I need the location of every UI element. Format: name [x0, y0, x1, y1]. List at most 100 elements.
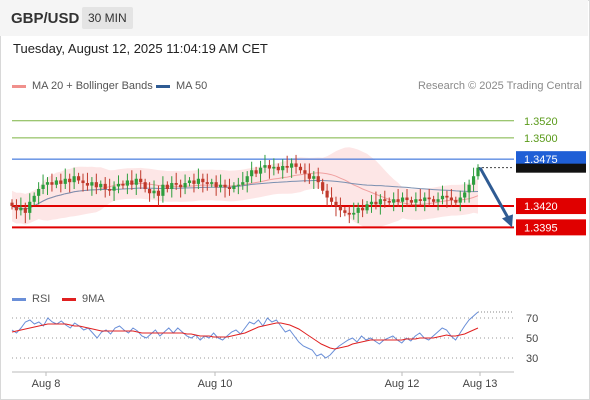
- candle-body: [14, 206, 19, 211]
- candle-body: [156, 190, 161, 196]
- candle-body: [356, 207, 360, 213]
- candle-body: [116, 183, 121, 187]
- candle-body: [294, 163, 298, 167]
- candle-body: [307, 173, 311, 179]
- candle-body: [143, 182, 147, 189]
- candle-body: [343, 210, 347, 213]
- x-tick-label: Aug 8: [32, 378, 61, 390]
- level-tag-1.3395: [516, 219, 586, 236]
- candle-body: [258, 167, 263, 174]
- candle-body: [68, 178, 72, 183]
- rsi-level-label-30: 30: [526, 353, 538, 365]
- header-bar: GBP/USD 30 MIN: [0, 0, 588, 36]
- candle-body: [210, 182, 214, 184]
- legend-ma20-bollinger: MA 20 + Bollinger Bands: [12, 80, 153, 92]
- candle-body: [400, 197, 405, 202]
- rsi-ma-line: [11, 322, 479, 350]
- legend-rsi: RSI: [12, 293, 50, 305]
- credit-text: Research © 2025 Trading Central: [417, 80, 582, 92]
- candle-body: [170, 183, 174, 189]
- candle-body: [81, 180, 85, 184]
- x-tick-label: Aug 13: [463, 378, 498, 390]
- forecast-arrow-shaft: [478, 166, 512, 223]
- candle-body: [272, 166, 276, 169]
- legend-label-9ma: 9MA: [82, 293, 105, 305]
- x-tick-label: Aug 10: [198, 378, 233, 390]
- candle-body: [352, 212, 356, 215]
- candle-body: [45, 182, 50, 185]
- legend-label-ma20: MA 20 + Bollinger Bands: [32, 80, 153, 92]
- candle-body: [108, 189, 112, 191]
- candle-body: [374, 201, 378, 205]
- candle-body: [41, 184, 45, 189]
- candle-body: [267, 165, 272, 169]
- candle-body: [423, 197, 427, 201]
- symbol-title: GBP/USD: [11, 10, 80, 27]
- candle-body: [303, 170, 307, 174]
- candle-body: [440, 195, 445, 200]
- level-label-1.3520: 1.3520: [524, 116, 558, 128]
- rsi-line: [11, 311, 479, 359]
- datetime-label: Tuesday, August 12, 2025 11:04:19 AM CET: [13, 41, 268, 56]
- candle-body: [94, 182, 98, 188]
- level-label-1.3395: 1.3395: [524, 222, 558, 234]
- candle-body: [130, 180, 134, 185]
- candle-body: [121, 183, 125, 186]
- candle-body: [312, 176, 316, 179]
- candle-body: [85, 183, 90, 186]
- candle-body: [365, 204, 369, 211]
- legend-swatch-rsi: [12, 297, 26, 301]
- x-tick-label: Aug 12: [385, 378, 420, 390]
- candle-body: [463, 192, 467, 198]
- candle-body: [232, 185, 236, 189]
- candle-body: [250, 170, 254, 177]
- candle-body: [383, 199, 387, 201]
- candle-body: [72, 176, 76, 183]
- candle-body: [241, 182, 245, 185]
- legend-label-rsi: RSI: [32, 293, 51, 305]
- level-label-1.3420: 1.3420: [524, 201, 558, 213]
- candle-body: [334, 201, 338, 207]
- forecast-arrow-head: [502, 214, 513, 228]
- level-label-1.3500: 1.3500: [524, 133, 558, 145]
- candle-body: [298, 166, 303, 171]
- candle-body: [32, 195, 36, 202]
- candle-body: [196, 178, 200, 184]
- candle-body: [165, 184, 169, 189]
- candle-body: [329, 197, 334, 202]
- candle-body: [147, 189, 152, 194]
- candle-body: [369, 201, 374, 205]
- candle-body: [338, 206, 343, 211]
- candle-body: [103, 183, 107, 189]
- candle-body: [37, 189, 41, 196]
- candle-body: [183, 183, 187, 188]
- candle-body: [236, 184, 240, 186]
- candle-body: [445, 195, 449, 198]
- candle-body: [161, 184, 165, 196]
- candle-body: [316, 176, 320, 183]
- candle-body: [218, 184, 223, 188]
- candle-body: [387, 200, 391, 203]
- legend-swatch-ma50: [156, 84, 170, 88]
- timeframe-badge[interactable]: 30 MIN: [82, 7, 133, 29]
- candle-body: [471, 176, 476, 185]
- candle-body: [245, 176, 249, 183]
- candle-body: [214, 182, 218, 188]
- candle-body: [152, 190, 156, 194]
- candle-body: [112, 186, 116, 191]
- candle-body: [476, 167, 480, 177]
- candle-body: [19, 207, 23, 211]
- candle-body: [54, 180, 58, 185]
- legend-label-ma50: MA 50: [176, 80, 208, 92]
- candle-body: [449, 197, 453, 201]
- legend-ma50: MA 50: [156, 80, 207, 92]
- candle-body: [50, 182, 54, 185]
- candle-body: [227, 187, 232, 189]
- candle-body: [436, 199, 440, 202]
- candle-body: [76, 176, 81, 181]
- candle-body: [325, 190, 329, 198]
- candle-body: [285, 165, 289, 168]
- candle-body: [276, 166, 280, 171]
- candle-body: [263, 165, 267, 168]
